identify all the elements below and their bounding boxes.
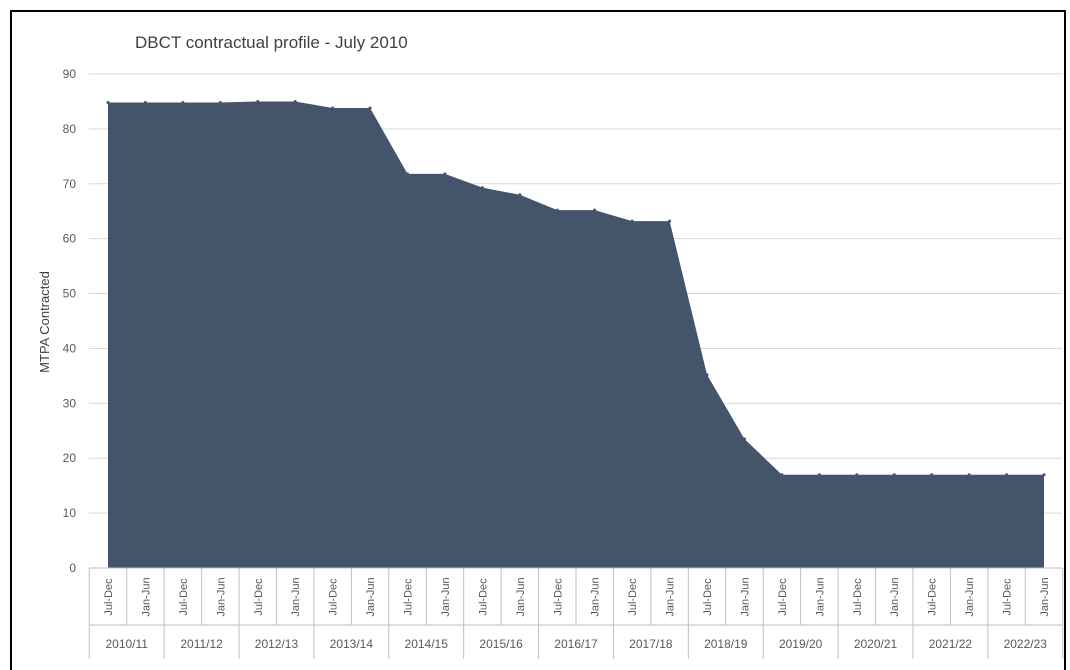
x-group-label: 2020/21 (854, 637, 898, 651)
data-point (555, 208, 559, 212)
data-point (181, 101, 185, 105)
x-tick-label: Jan-Jun (590, 577, 602, 616)
x-tick-label: Jul-Dec (627, 578, 639, 616)
data-point (293, 99, 297, 103)
x-axis: Jul-Dec Jan-Jun Jul-Dec Jan-Jun Jul-Dec Jan-J… (88, 567, 1064, 659)
chart-title: DBCT contractual profile - July 2010 (135, 33, 408, 52)
area-series (108, 101, 1044, 568)
x-tick-label: Jul-Dec (103, 578, 115, 616)
y-tick-label: 40 (63, 341, 77, 355)
data-point (143, 101, 147, 105)
x-tick-label: Jan-Jun (814, 577, 826, 616)
x-group-label: 2010/11 (105, 637, 148, 651)
data-point (593, 208, 597, 212)
y-tick-label: 90 (63, 67, 77, 81)
x-group-label: 2018/19 (704, 637, 748, 651)
y-tick-label: 0 (69, 561, 76, 575)
data-point (817, 473, 821, 477)
x-tick-label: Jul-Dec (178, 578, 190, 616)
x-tick-label: Jan-Jun (365, 577, 377, 616)
data-point (443, 172, 447, 176)
data-point (331, 106, 335, 110)
x-tick-label: Jul-Dec (927, 578, 939, 616)
data-point (967, 473, 971, 477)
x-group-label: 2014/15 (405, 637, 449, 651)
data-point (368, 106, 372, 110)
data-point (106, 101, 110, 105)
x-group-label: 2022/23 (1004, 637, 1048, 651)
x-group-label: 2021/22 (929, 637, 973, 651)
x-tick-label: Jul-Dec (777, 578, 789, 616)
data-point (780, 473, 784, 477)
y-tick-label: 70 (63, 177, 77, 191)
x-group-label: 2013/14 (330, 637, 374, 651)
x-group-label: 2016/17 (554, 637, 598, 651)
y-tick-label: 50 (63, 287, 77, 301)
data-point (1042, 473, 1046, 477)
x-tick-label: Jan-Jun (964, 577, 976, 616)
x-group-label: 2011/12 (180, 637, 223, 651)
x-tick-label: Jul-Dec (477, 578, 489, 616)
chart-frame (10, 10, 1066, 670)
x-tick-label: Jan-Jun (1039, 577, 1051, 616)
y-tick-labels: 0 10 20 30 40 50 60 70 80 90 (63, 67, 77, 575)
x-tick-label: Jan-Jun (215, 577, 227, 616)
data-point (705, 373, 709, 377)
y-tick-label: 30 (63, 396, 77, 410)
x-tick-label: Jan-Jun (739, 577, 751, 616)
x-tick-label: Jan-Jun (290, 577, 302, 616)
y-tick-label: 10 (63, 506, 77, 520)
x-tick-label: Jan-Jun (515, 577, 527, 616)
x-group-label: 2017/18 (629, 637, 673, 651)
x-tick-label: Jan-Jun (889, 577, 901, 616)
data-point (742, 437, 746, 441)
x-tick-label: Jan-Jun (140, 577, 152, 616)
x-group-label: 2012/13 (255, 637, 299, 651)
data-point (406, 172, 410, 176)
data-point (630, 219, 634, 223)
x-tick-label: Jul-Dec (1002, 578, 1014, 616)
x-tick-label: Jul-Dec (702, 578, 714, 616)
x-tick-label: Jul-Dec (552, 578, 564, 616)
x-group-label: 2015/16 (479, 637, 523, 651)
data-point (480, 186, 484, 190)
x-tick-label: Jan-Jun (665, 577, 677, 616)
data-point (256, 99, 260, 103)
data-point (1005, 473, 1009, 477)
x-tick-label: Jul-Dec (253, 578, 265, 616)
data-point (668, 219, 672, 223)
data-point (218, 101, 222, 105)
data-point (930, 473, 934, 477)
x-tick-label: Jul-Dec (403, 578, 415, 616)
x-tick-label: Jan-Jun (440, 577, 452, 616)
x-group-label: 2019/20 (779, 637, 823, 651)
data-point (892, 473, 896, 477)
y-tick-label: 80 (63, 122, 77, 136)
y-axis-label: MTPA Contracted (37, 271, 52, 373)
y-tick-label: 20 (63, 451, 77, 465)
data-points (106, 99, 1046, 477)
x-tick-label: Jul-Dec (328, 578, 340, 616)
data-point (855, 473, 859, 477)
x-tick-label: Jul-Dec (852, 578, 864, 616)
data-point (518, 193, 522, 197)
y-tick-label: 60 (63, 232, 77, 246)
